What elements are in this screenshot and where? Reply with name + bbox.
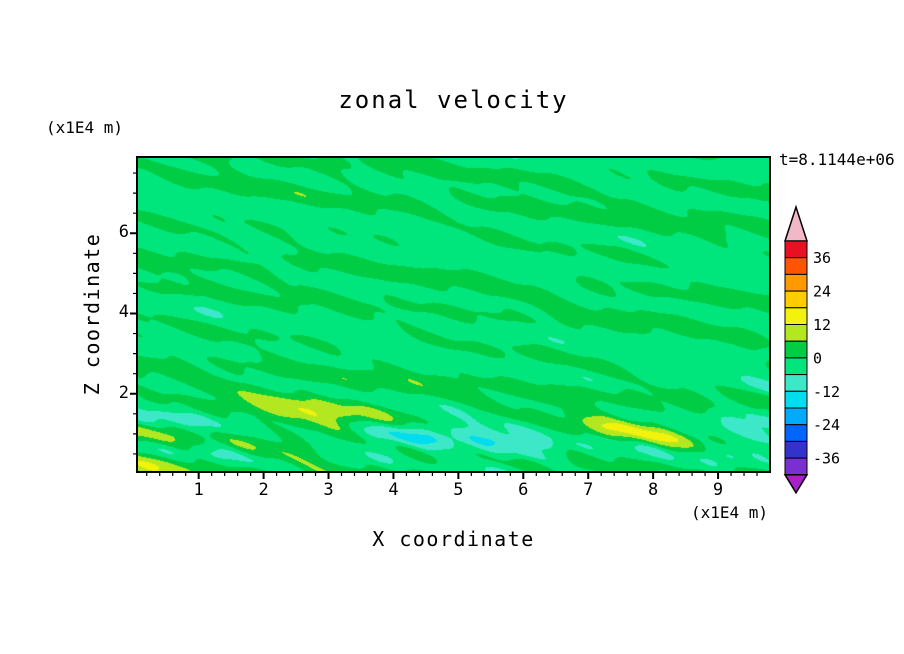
colorbar-segment: [784, 307, 808, 325]
colorbar-over-arrow: [783, 204, 809, 242]
colorbar-tick-label: 24: [813, 283, 831, 301]
x-tick-label: 4: [388, 480, 399, 500]
colorbar-segment: [784, 357, 808, 376]
x-tick-label: 6: [518, 480, 529, 500]
colorbar-under-arrow: [783, 474, 809, 495]
colorbar-segment: [784, 457, 808, 476]
colorbar-segment: [784, 257, 808, 275]
x-tick-label: 3: [323, 480, 334, 500]
z-axis-unit-label: (x1E4 m): [46, 118, 124, 137]
x-tick-label: 2: [258, 480, 269, 500]
colorbar-segment: [784, 374, 808, 392]
colorbar-tick-label: 0: [813, 349, 822, 367]
colorbar-segment: [784, 324, 808, 342]
colorbar-segment: [784, 424, 808, 442]
x-tick-label: 1: [193, 480, 204, 500]
x-axis-unit-label: (x1E4 m): [691, 503, 769, 522]
x-axis-label: X coordinate: [372, 527, 535, 551]
colorbar-tick-label: -36: [813, 450, 840, 468]
colorbar-segment: [784, 240, 808, 259]
colorbar-tick-label: -24: [813, 416, 840, 434]
contour-plot: [137, 157, 770, 472]
colorbar-tick-label: 36: [813, 249, 831, 267]
colorbar-segment: [784, 440, 808, 459]
z-tick-label: 2: [118, 382, 129, 403]
x-tick-label: 7: [583, 480, 594, 500]
colorbar-tick-label: -12: [813, 383, 840, 401]
colorbar-segment: [784, 340, 808, 359]
z-tick-label: 4: [118, 302, 129, 323]
colorbar-segment: [784, 273, 808, 292]
x-tick-label: 5: [453, 480, 464, 500]
colorbar-segment: [784, 407, 808, 426]
x-tick-label: 9: [712, 480, 724, 500]
colorbar-tick-label: 12: [813, 316, 831, 334]
colorbar-segment: [784, 390, 808, 409]
chart-title: zonal velocity: [338, 86, 569, 114]
colorbar-segment: [784, 290, 808, 309]
z-tick-label: 6: [118, 222, 129, 243]
x-tick-label: 8: [648, 480, 659, 500]
time-annotation: t=8.1144e+06: [779, 150, 895, 169]
